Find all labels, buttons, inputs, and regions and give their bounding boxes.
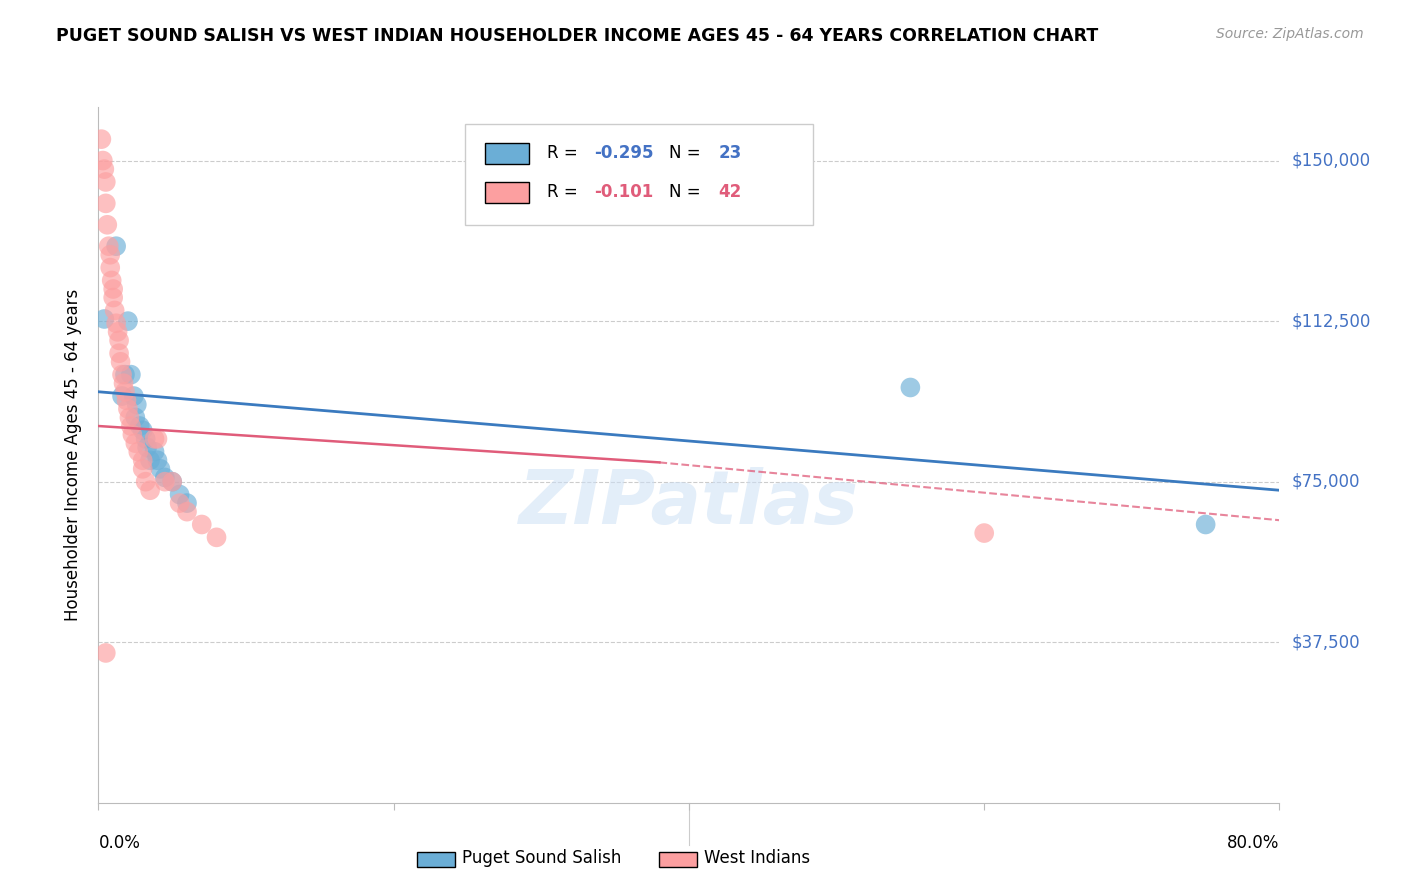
Point — [121, 427, 143, 442]
Point — [114, 384, 136, 399]
Text: 0.0%: 0.0% — [98, 834, 141, 852]
Text: Puget Sound Salish: Puget Sound Salish — [463, 849, 621, 867]
Point — [191, 517, 214, 532]
Point — [153, 475, 176, 489]
Point — [117, 314, 139, 328]
FancyBboxPatch shape — [485, 144, 530, 164]
Text: $37,500: $37,500 — [1291, 633, 1360, 651]
Point — [93, 162, 115, 177]
Point — [124, 436, 146, 450]
FancyBboxPatch shape — [659, 852, 697, 867]
Point — [94, 175, 117, 189]
Point — [169, 496, 191, 510]
Point — [107, 325, 129, 339]
Point — [205, 530, 228, 544]
Text: R =: R = — [547, 144, 583, 162]
Point — [108, 346, 131, 360]
Point — [110, 355, 132, 369]
Point — [143, 432, 166, 446]
Point — [176, 505, 198, 519]
Point — [108, 334, 131, 348]
Point — [111, 368, 134, 382]
Point — [127, 444, 149, 458]
Text: PUGET SOUND SALISH VS WEST INDIAN HOUSEHOLDER INCOME AGES 45 - 64 YEARS CORRELAT: PUGET SOUND SALISH VS WEST INDIAN HOUSEH… — [56, 27, 1098, 45]
FancyBboxPatch shape — [485, 182, 530, 203]
Y-axis label: Householder Income Ages 45 - 64 years: Householder Income Ages 45 - 64 years — [65, 289, 83, 621]
Point — [136, 441, 159, 455]
Point — [120, 419, 142, 434]
Point — [90, 132, 112, 146]
Text: $75,000: $75,000 — [1291, 473, 1360, 491]
Point — [135, 475, 157, 489]
Point — [169, 487, 191, 501]
Point — [132, 453, 155, 467]
Point — [124, 410, 146, 425]
Point — [91, 153, 114, 168]
Point — [94, 646, 117, 660]
Point — [132, 423, 155, 437]
Point — [128, 419, 150, 434]
Point — [146, 432, 169, 446]
Text: N =: N = — [669, 144, 706, 162]
Text: 23: 23 — [718, 144, 742, 162]
Text: 42: 42 — [718, 183, 742, 201]
FancyBboxPatch shape — [418, 852, 456, 867]
Point — [117, 401, 139, 416]
Point — [176, 496, 198, 510]
Point — [105, 239, 128, 253]
Point — [153, 470, 176, 484]
Point — [149, 462, 172, 476]
Point — [162, 475, 183, 489]
Text: 80.0%: 80.0% — [1227, 834, 1279, 852]
Point — [139, 453, 162, 467]
Point — [139, 483, 162, 498]
FancyBboxPatch shape — [464, 124, 813, 226]
Point — [103, 282, 125, 296]
Text: West Indians: West Indians — [704, 849, 810, 867]
Text: N =: N = — [669, 183, 706, 201]
Point — [114, 368, 136, 382]
Text: ZIPatlas: ZIPatlas — [519, 467, 859, 541]
Text: $150,000: $150,000 — [1291, 152, 1371, 169]
Text: -0.295: -0.295 — [595, 144, 654, 162]
Point — [162, 475, 183, 489]
Point — [94, 196, 117, 211]
Point — [98, 248, 121, 262]
Point — [122, 389, 145, 403]
Text: -0.101: -0.101 — [595, 183, 654, 201]
Text: R =: R = — [547, 183, 583, 201]
Point — [100, 273, 122, 287]
Point — [103, 291, 125, 305]
Point — [104, 303, 127, 318]
Point — [98, 260, 121, 275]
Point — [112, 376, 135, 391]
Point — [93, 312, 115, 326]
Point — [973, 526, 995, 541]
Text: $112,500: $112,500 — [1291, 312, 1371, 330]
Point — [132, 462, 155, 476]
Point — [143, 444, 166, 458]
Point — [97, 239, 120, 253]
Point — [96, 218, 118, 232]
Point — [146, 453, 169, 467]
Point — [105, 316, 128, 330]
Point — [125, 398, 148, 412]
Text: Source: ZipAtlas.com: Source: ZipAtlas.com — [1216, 27, 1364, 41]
Point — [111, 389, 134, 403]
Point — [120, 368, 142, 382]
Point — [115, 393, 138, 408]
Point — [900, 380, 922, 394]
Point — [135, 432, 157, 446]
Point — [1195, 517, 1218, 532]
Point — [118, 410, 141, 425]
